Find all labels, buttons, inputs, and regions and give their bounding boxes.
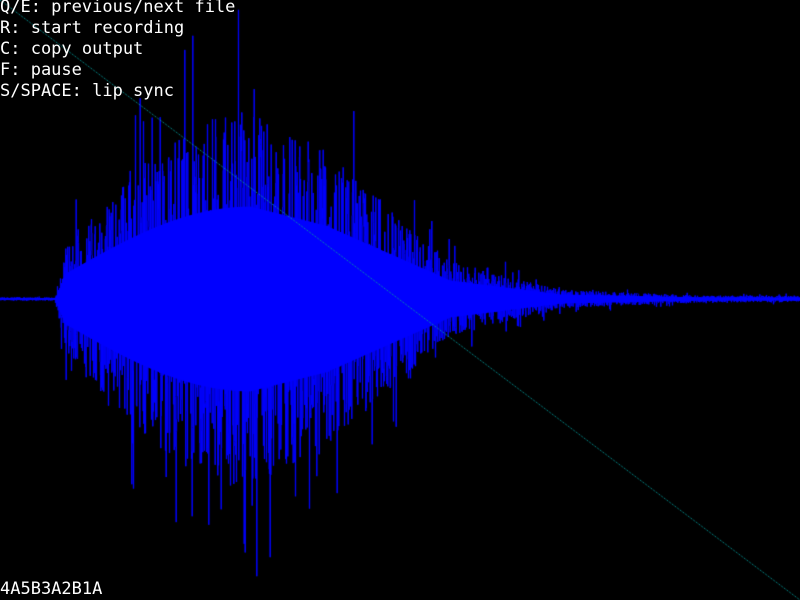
help-line-record: R: start recording bbox=[0, 18, 185, 38]
lip-sync-output: 4A5B3A2B1A bbox=[0, 579, 103, 599]
help-line-pause: F: pause bbox=[0, 60, 82, 80]
help-line-prev-next: Q/E: previous/next file bbox=[0, 0, 236, 17]
keyboard-help: Q/E: previous/next file R: start recordi… bbox=[0, 0, 235, 105]
help-line-copy: C: copy output bbox=[0, 39, 144, 59]
help-line-lip-sync: S/SPACE: lip sync bbox=[0, 81, 174, 101]
